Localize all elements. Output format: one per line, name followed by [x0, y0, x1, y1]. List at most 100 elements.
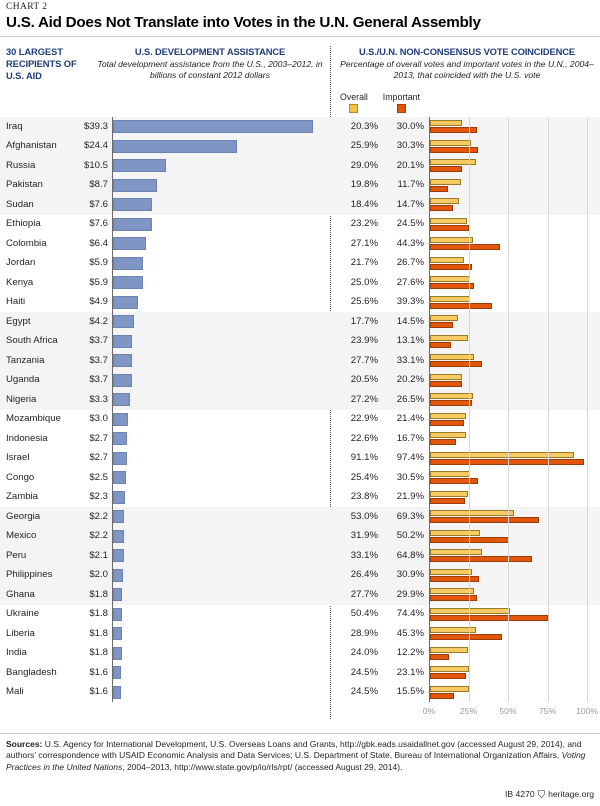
row-important-value: 97.4%	[396, 452, 424, 463]
aid-bar	[113, 568, 124, 582]
aid-bar	[113, 607, 123, 621]
row-country-label: Colombia	[6, 237, 47, 249]
table-row: Ethiopia $7.6 23.2% 24.5%	[0, 215, 600, 235]
table-row: Congo $2.5 25.4% 30.5%	[0, 468, 600, 488]
row-aid-value: $2.7	[89, 452, 108, 463]
row-overall-value: 25.4%	[350, 471, 378, 483]
row-country-label: Israel	[6, 452, 30, 463]
aid-bar	[113, 120, 313, 133]
important-vote-bar	[430, 127, 478, 134]
overall-vote-bar	[430, 412, 467, 419]
left-column-heading: 30 LARGEST RECIPIENTS OF U.S. AID	[6, 46, 77, 81]
important-vote-bar	[430, 185, 449, 192]
row-aid-value: $2.1	[89, 549, 108, 561]
important-vote-bar	[430, 595, 478, 602]
axis-tick-label: 50%	[499, 706, 517, 716]
overall-vote-bar	[430, 159, 476, 166]
row-aid-value: $3.7	[89, 354, 108, 366]
overall-vote-bar	[430, 354, 474, 361]
colophon: IB 4270 ⛉ heritage.org	[505, 789, 594, 801]
overall-vote-bar	[430, 607, 510, 614]
row-country-label: Ghana	[6, 588, 35, 600]
row-important-value: 27.6%	[396, 276, 424, 288]
row-aid-value: $2.2	[89, 530, 108, 541]
row-country-label: Philippines	[6, 569, 53, 580]
aid-bar	[113, 139, 238, 153]
overall-vote-bar	[430, 295, 471, 302]
aid-bar	[113, 217, 152, 231]
important-vote-bar	[430, 263, 473, 270]
legend-swatch-important-icon	[396, 104, 406, 113]
row-overall-value: 50.4%	[350, 608, 378, 619]
title-divider	[0, 36, 600, 37]
overall-vote-bar	[430, 451, 574, 458]
aid-bar	[113, 276, 144, 289]
row-important-value: 20.1%	[396, 159, 424, 171]
row-overall-value: 20.3%	[350, 120, 378, 132]
row-important-value: 23.1%	[396, 666, 424, 678]
aid-bar	[113, 588, 123, 601]
row-overall-value: 23.9%	[350, 335, 378, 346]
row-important-value: 74.4%	[396, 608, 424, 619]
row-overall-value: 19.8%	[350, 179, 378, 190]
important-vote-bar	[430, 692, 455, 699]
overall-vote-bar	[430, 549, 483, 556]
row-aid-value: $1.8	[89, 627, 108, 639]
table-row: Russia $10.5 29.0% 20.1%	[0, 156, 600, 176]
row-overall-value: 33.1%	[350, 549, 378, 561]
row-important-value: 39.3%	[396, 296, 424, 307]
row-overall-value: 23.2%	[350, 218, 378, 229]
row-country-label: India	[6, 647, 27, 658]
table-row: Nigeria $3.3 27.2% 26.5%	[0, 390, 600, 410]
sources-italic-title: Voting Practices in the United Nations	[6, 750, 586, 772]
row-aid-value: $2.7	[89, 432, 108, 444]
legend-swatch-overall-icon	[349, 104, 359, 113]
legend: Overall Important	[340, 92, 420, 113]
row-aid-value: $3.3	[89, 393, 108, 405]
row-overall-value: 31.9%	[350, 530, 378, 541]
row-country-label: Sudan	[6, 198, 34, 210]
legend-label-overall: Overall	[340, 92, 368, 102]
gridline	[508, 117, 509, 702]
aid-column-header: U.S. DEVELOPMENT ASSISTANCE Total develo…	[96, 46, 324, 80]
row-important-value: 30.9%	[396, 569, 424, 580]
page-title: U.S. Aid Does Not Translate into Votes i…	[6, 14, 481, 31]
row-aid-value: $7.6	[89, 198, 108, 210]
aid-bar	[113, 159, 167, 172]
table-row: Liberia $1.8 28.9% 45.3%	[0, 624, 600, 644]
row-country-label: Mexico	[6, 530, 37, 541]
chart-number: CHART 2	[6, 2, 48, 12]
row-overall-value: 25.9%	[350, 140, 378, 151]
row-important-value: 24.5%	[396, 218, 424, 229]
legend-item-overall: Overall	[340, 92, 368, 113]
aid-bar	[113, 432, 127, 445]
row-country-label: Afghanistan	[6, 140, 57, 151]
table-row: Haiti $4.9 25.6% 39.3%	[0, 293, 600, 313]
row-aid-value: $2.0	[89, 569, 108, 580]
row-overall-value: 29.0%	[350, 159, 378, 171]
aid-bar	[113, 178, 158, 192]
row-country-label: Uganda	[6, 374, 40, 385]
row-aid-value: $1.6	[89, 686, 108, 697]
table-row: Philippines $2.0 26.4% 30.9%	[0, 565, 600, 585]
row-country-label: Mozambique	[6, 413, 61, 424]
overall-vote-bar	[430, 393, 473, 400]
row-aid-value: $24.4	[83, 140, 108, 151]
axis-tick-label: 75%	[538, 706, 557, 716]
important-vote-bar	[430, 419, 464, 426]
row-country-label: Indonesia	[6, 432, 48, 444]
aid-bar	[113, 666, 122, 679]
important-vote-bar	[430, 517, 540, 524]
important-vote-bar	[430, 224, 469, 231]
row-country-label: Congo	[6, 471, 35, 483]
aid-bar	[113, 256, 144, 270]
row-aid-value: $1.8	[89, 588, 108, 600]
important-vote-bar	[430, 439, 457, 446]
row-important-value: 69.3%	[396, 510, 424, 522]
overall-vote-bar	[430, 432, 466, 439]
row-country-label: Egypt	[6, 315, 31, 327]
important-vote-bar	[430, 614, 548, 621]
table-row: Jordan $5.9 21.7% 26.7%	[0, 254, 600, 274]
table-row: Israel $2.7 91.1% 97.4%	[0, 449, 600, 469]
